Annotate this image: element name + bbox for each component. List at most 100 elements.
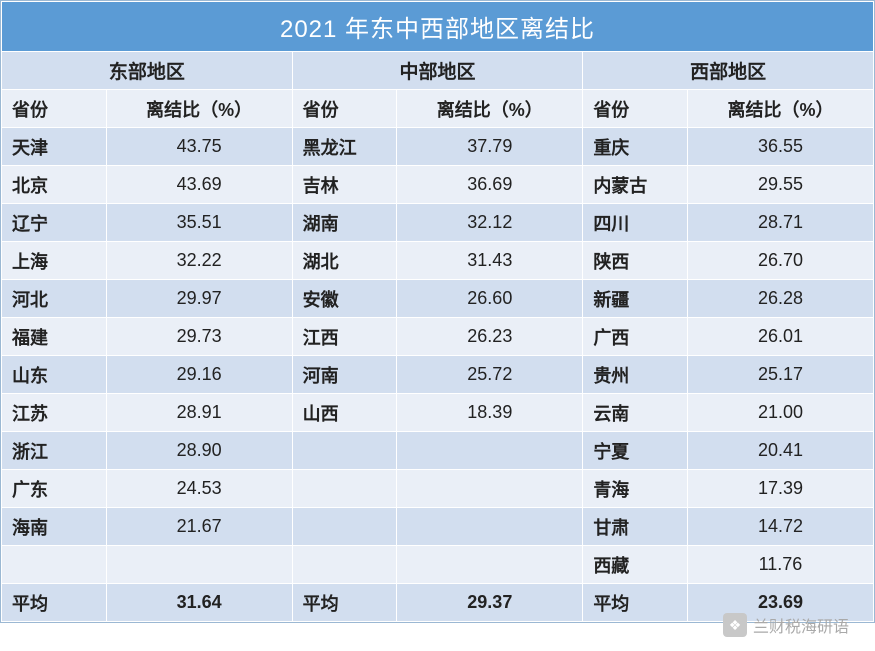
province-cell: 黑龙江 <box>292 128 397 166</box>
value-cell: 25.72 <box>397 356 583 394</box>
province-cell: 广西 <box>583 318 688 356</box>
province-cell: 宁夏 <box>583 432 688 470</box>
value-cell: 36.69 <box>397 166 583 204</box>
region-central: 中部地区 <box>292 52 583 90</box>
value-cell: 36.55 <box>687 128 873 166</box>
value-cell: 32.12 <box>397 204 583 242</box>
value-cell <box>397 432 583 470</box>
value-cell: 25.17 <box>687 356 873 394</box>
value-cell <box>397 546 583 584</box>
table-row: 浙江28.90宁夏20.41 <box>2 432 874 470</box>
value-cell: 43.69 <box>106 166 292 204</box>
table-row: 广东24.53 青海17.39 <box>2 470 874 508</box>
ratio-table: 2021 年东中西部地区离结比 东部地区 中部地区 西部地区 省份 离结比（%）… <box>1 1 874 622</box>
avg-central: 29.37 <box>397 584 583 622</box>
table-row: 福建29.73江西26.23广西26.01 <box>2 318 874 356</box>
province-cell <box>292 508 397 546</box>
value-cell: 21.67 <box>106 508 292 546</box>
value-cell: 26.01 <box>687 318 873 356</box>
value-cell: 26.60 <box>397 280 583 318</box>
value-cell: 28.91 <box>106 394 292 432</box>
province-cell: 上海 <box>2 242 107 280</box>
col-ratio: 离结比（%） <box>687 90 873 128</box>
province-cell: 山东 <box>2 356 107 394</box>
table-row: 辽宁35.51湖南32.12四川28.71 <box>2 204 874 242</box>
value-cell: 20.41 <box>687 432 873 470</box>
table-row: 西藏11.76 <box>2 546 874 584</box>
province-cell: 甘肃 <box>583 508 688 546</box>
table-row: 北京43.69吉林36.69内蒙古29.55 <box>2 166 874 204</box>
value-cell: 28.90 <box>106 432 292 470</box>
province-cell: 四川 <box>583 204 688 242</box>
value-cell: 26.23 <box>397 318 583 356</box>
province-cell: 内蒙古 <box>583 166 688 204</box>
province-cell: 云南 <box>583 394 688 432</box>
value-cell: 18.39 <box>397 394 583 432</box>
avg-east: 31.64 <box>106 584 292 622</box>
avg-label: 平均 <box>2 584 107 622</box>
value-cell: 37.79 <box>397 128 583 166</box>
value-cell: 29.16 <box>106 356 292 394</box>
region-east: 东部地区 <box>2 52 293 90</box>
province-cell: 福建 <box>2 318 107 356</box>
region-header-row: 东部地区 中部地区 西部地区 <box>2 52 874 90</box>
value-cell: 32.22 <box>106 242 292 280</box>
watermark: ❖ 兰财税海研语 <box>723 613 849 637</box>
province-cell: 湖南 <box>292 204 397 242</box>
col-province: 省份 <box>2 90 107 128</box>
value-cell: 24.53 <box>106 470 292 508</box>
value-cell: 43.75 <box>106 128 292 166</box>
table-row: 天津43.75黑龙江37.79重庆36.55 <box>2 128 874 166</box>
value-cell: 26.70 <box>687 242 873 280</box>
watermark-text: 兰财税海研语 <box>753 613 849 637</box>
province-cell: 江西 <box>292 318 397 356</box>
value-cell: 21.00 <box>687 394 873 432</box>
province-cell: 新疆 <box>583 280 688 318</box>
region-west: 西部地区 <box>583 52 874 90</box>
value-cell: 26.28 <box>687 280 873 318</box>
col-province: 省份 <box>583 90 688 128</box>
value-cell: 29.73 <box>106 318 292 356</box>
value-cell: 35.51 <box>106 204 292 242</box>
table-row: 海南21.67 甘肃14.72 <box>2 508 874 546</box>
value-cell: 11.76 <box>687 546 873 584</box>
title-row: 2021 年东中西部地区离结比 <box>2 2 874 52</box>
col-ratio: 离结比（%） <box>397 90 583 128</box>
value-cell: 17.39 <box>687 470 873 508</box>
value-cell <box>106 546 292 584</box>
column-header-row: 省份 离结比（%） 省份 离结比（%） 省份 离结比（%） <box>2 90 874 128</box>
province-cell: 河北 <box>2 280 107 318</box>
value-cell <box>397 470 583 508</box>
table-row: 河北29.97安徽26.60新疆26.28 <box>2 280 874 318</box>
province-cell: 广东 <box>2 470 107 508</box>
table-row: 上海32.22湖北31.43陕西26.70 <box>2 242 874 280</box>
col-ratio: 离结比（%） <box>106 90 292 128</box>
province-cell: 湖北 <box>292 242 397 280</box>
value-cell: 28.71 <box>687 204 873 242</box>
province-cell: 青海 <box>583 470 688 508</box>
province-cell: 陕西 <box>583 242 688 280</box>
province-cell: 重庆 <box>583 128 688 166</box>
col-province: 省份 <box>292 90 397 128</box>
province-cell: 贵州 <box>583 356 688 394</box>
province-cell: 安徽 <box>292 280 397 318</box>
province-cell: 海南 <box>2 508 107 546</box>
province-cell: 北京 <box>2 166 107 204</box>
province-cell <box>292 546 397 584</box>
province-cell: 山西 <box>292 394 397 432</box>
table-row: 江苏28.91山西18.39云南21.00 <box>2 394 874 432</box>
value-cell: 14.72 <box>687 508 873 546</box>
province-cell: 河南 <box>292 356 397 394</box>
province-cell: 吉林 <box>292 166 397 204</box>
province-cell: 天津 <box>2 128 107 166</box>
avg-label: 平均 <box>292 584 397 622</box>
table-row: 山东29.16河南25.72贵州25.17 <box>2 356 874 394</box>
value-cell <box>397 508 583 546</box>
value-cell: 31.43 <box>397 242 583 280</box>
watermark-icon: ❖ <box>723 613 747 637</box>
table-title: 2021 年东中西部地区离结比 <box>2 2 874 52</box>
avg-label: 平均 <box>583 584 688 622</box>
value-cell: 29.55 <box>687 166 873 204</box>
province-cell: 江苏 <box>2 394 107 432</box>
table-container: 2021 年东中西部地区离结比 东部地区 中部地区 西部地区 省份 离结比（%）… <box>0 0 875 623</box>
